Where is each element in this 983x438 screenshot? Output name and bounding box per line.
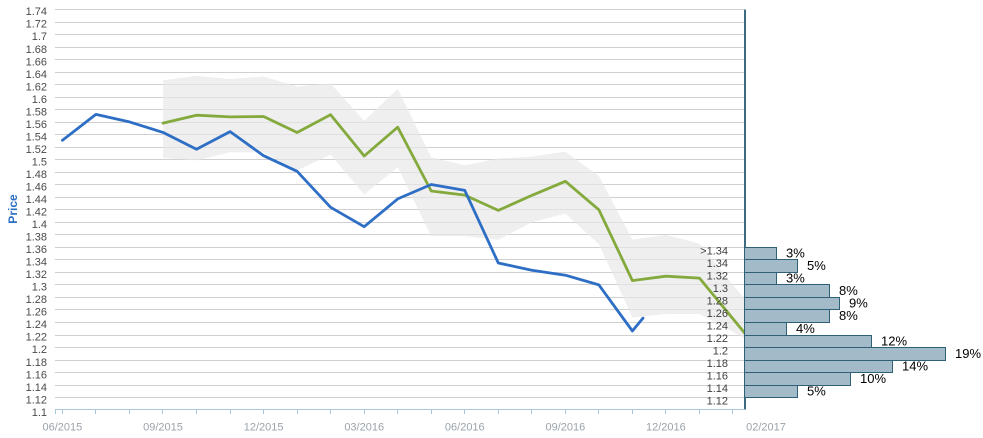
svg-text:3%: 3% xyxy=(786,245,805,260)
svg-text:5%: 5% xyxy=(807,383,826,398)
svg-text:12/2015: 12/2015 xyxy=(244,422,284,434)
svg-text:1.44: 1.44 xyxy=(26,194,47,206)
svg-text:8%: 8% xyxy=(839,308,858,323)
svg-text:1.28: 1.28 xyxy=(26,294,47,306)
svg-text:09/2016: 09/2016 xyxy=(546,422,586,434)
svg-text:1.16: 1.16 xyxy=(26,369,47,381)
svg-text:4%: 4% xyxy=(796,321,815,336)
svg-text:8%: 8% xyxy=(839,283,858,298)
svg-text:3%: 3% xyxy=(786,270,805,285)
svg-text:1.36: 1.36 xyxy=(26,244,47,256)
svg-text:>1.34: >1.34 xyxy=(700,245,728,257)
svg-text:1.12: 1.12 xyxy=(26,394,47,406)
svg-text:09/2015: 09/2015 xyxy=(143,422,183,434)
svg-text:1.14: 1.14 xyxy=(26,382,47,394)
svg-text:1.12: 1.12 xyxy=(707,396,728,408)
svg-text:1.66: 1.66 xyxy=(26,56,47,68)
svg-text:1.7: 1.7 xyxy=(32,31,47,43)
svg-text:1.62: 1.62 xyxy=(26,81,47,93)
svg-text:1.68: 1.68 xyxy=(26,44,47,56)
svg-text:1.4: 1.4 xyxy=(32,219,47,231)
svg-text:1.18: 1.18 xyxy=(707,358,728,370)
svg-text:1.32: 1.32 xyxy=(26,269,47,281)
svg-text:1.32: 1.32 xyxy=(707,270,728,282)
svg-text:1.56: 1.56 xyxy=(26,119,47,131)
svg-text:12%: 12% xyxy=(881,333,907,348)
svg-text:1.22: 1.22 xyxy=(707,333,728,345)
svg-text:1.34: 1.34 xyxy=(26,257,47,269)
svg-text:1.38: 1.38 xyxy=(26,232,47,244)
svg-text:02/2017: 02/2017 xyxy=(746,422,786,434)
svg-text:Price: Price xyxy=(6,194,20,224)
svg-text:1.24: 1.24 xyxy=(26,319,47,331)
svg-text:9%: 9% xyxy=(849,295,868,310)
svg-text:1.72: 1.72 xyxy=(26,19,47,31)
svg-text:1.46: 1.46 xyxy=(26,182,47,194)
svg-text:1.34: 1.34 xyxy=(707,258,728,270)
svg-text:1.24: 1.24 xyxy=(707,321,728,333)
svg-text:06/2016: 06/2016 xyxy=(445,422,485,434)
svg-text:1.74: 1.74 xyxy=(26,6,47,18)
svg-text:1.42: 1.42 xyxy=(26,207,47,219)
svg-text:1.6: 1.6 xyxy=(32,94,47,106)
svg-text:19%: 19% xyxy=(955,346,981,361)
svg-text:5%: 5% xyxy=(807,258,826,273)
svg-text:1.2: 1.2 xyxy=(713,346,728,358)
svg-text:1.5: 1.5 xyxy=(32,156,47,168)
svg-text:1.54: 1.54 xyxy=(26,131,47,143)
svg-text:03/2016: 03/2016 xyxy=(344,422,384,434)
svg-text:1.16: 1.16 xyxy=(707,371,728,383)
svg-text:1.3: 1.3 xyxy=(32,282,47,294)
svg-text:12/2016: 12/2016 xyxy=(646,422,686,434)
svg-text:1.26: 1.26 xyxy=(26,307,47,319)
svg-text:1.52: 1.52 xyxy=(26,144,47,156)
svg-text:1.14: 1.14 xyxy=(707,383,728,395)
svg-text:1.18: 1.18 xyxy=(26,357,47,369)
svg-text:1.28: 1.28 xyxy=(707,296,728,308)
svg-text:1.3: 1.3 xyxy=(713,283,728,295)
svg-text:1.2: 1.2 xyxy=(32,344,47,356)
svg-text:10%: 10% xyxy=(860,371,886,386)
svg-text:14%: 14% xyxy=(902,358,928,373)
svg-text:1.64: 1.64 xyxy=(26,69,47,81)
svg-text:06/2015: 06/2015 xyxy=(43,422,83,434)
svg-text:1.58: 1.58 xyxy=(26,106,47,118)
svg-text:1.22: 1.22 xyxy=(26,332,47,344)
svg-text:1.26: 1.26 xyxy=(707,308,728,320)
svg-text:1.48: 1.48 xyxy=(26,169,47,181)
svg-text:1.1: 1.1 xyxy=(32,407,47,419)
